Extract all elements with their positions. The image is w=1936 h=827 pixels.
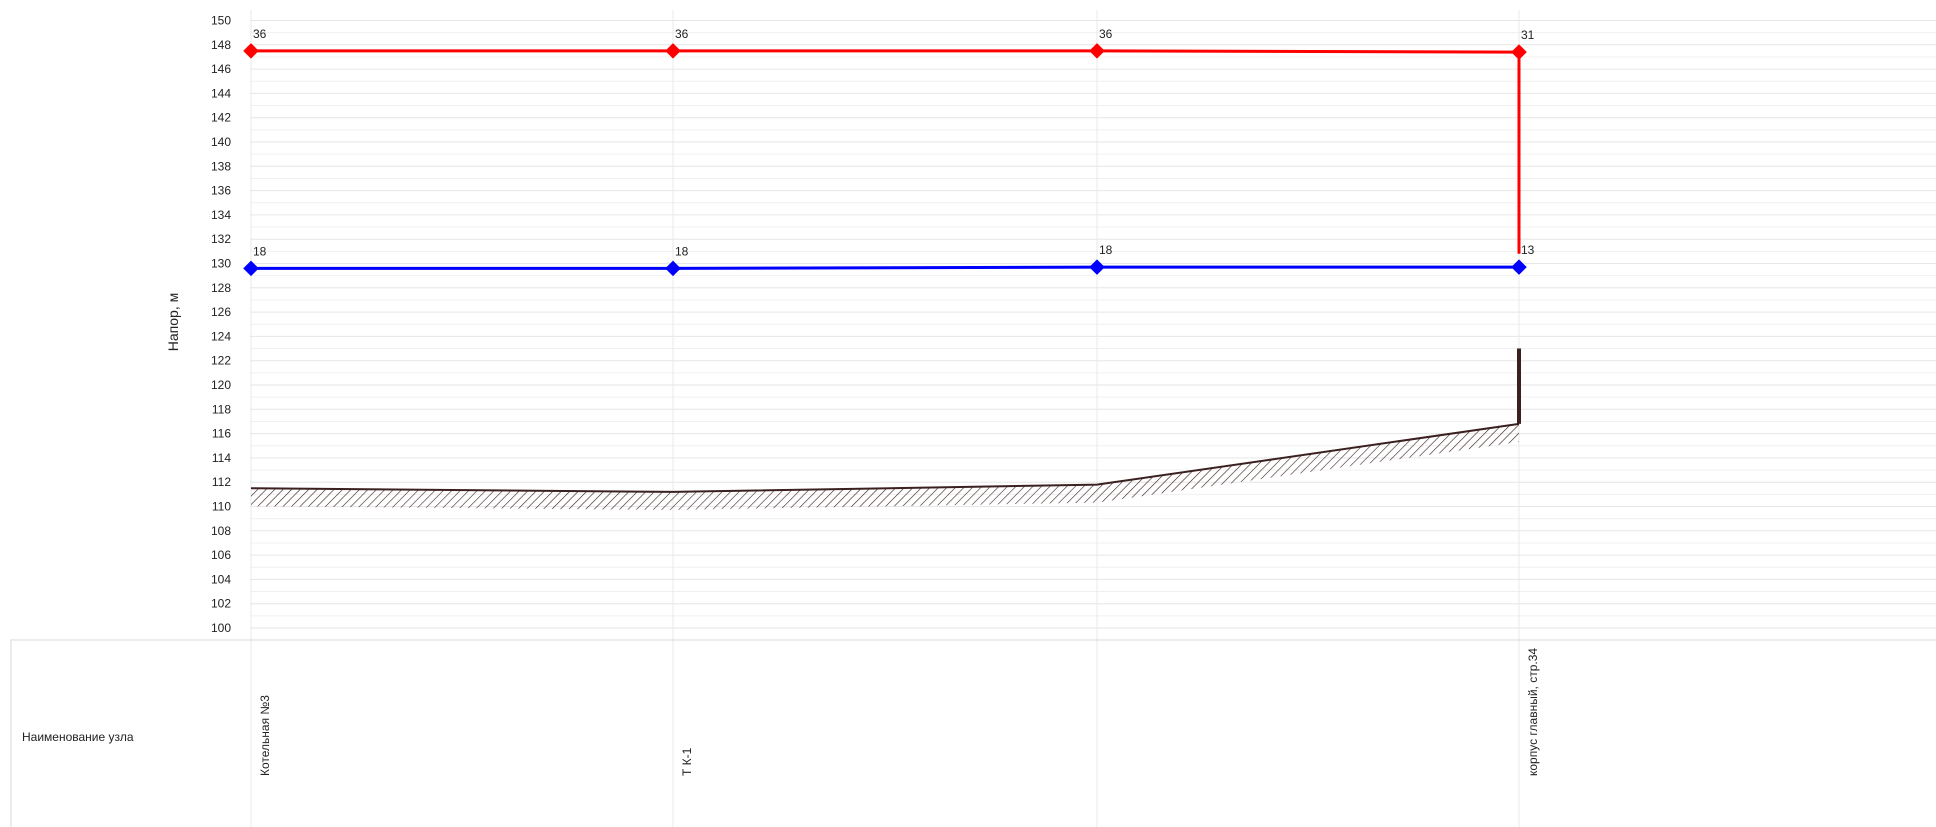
node-name: Котельная №3 [258,695,272,776]
y-tick-label: 112 [212,475,231,489]
y-tick-label: 108 [211,524,231,538]
supply-point-label: 31 [1521,28,1535,42]
y-tick-label: 110 [212,500,231,514]
return-marker [243,260,259,277]
y-tick-label: 118 [212,402,231,416]
return-line [251,265,1519,270]
supply-marker [1089,43,1105,59]
y-tick-label: 122 [211,354,231,368]
supply-marker [243,43,259,59]
y-tick-label: 134 [211,208,231,222]
y-axis-label: Напор, м [165,293,181,351]
y-tick-label: 136 [211,184,231,198]
return-point-label: 18 [1099,243,1113,257]
return-point-label: 13 [1521,243,1535,257]
y-tick-label: 114 [212,451,231,465]
supply-line [251,49,1520,54]
y-tick-label: 150 [211,14,231,28]
node-table: Наименование узла [10,639,1936,827]
grid [250,10,1936,827]
return-marker [665,260,681,277]
y-tick-label: 148 [211,38,231,52]
y-tick-label: 138 [211,159,231,173]
y-tick-label: 140 [211,135,231,149]
return-marker [1511,259,1527,275]
y-tick-label: 100 [211,621,231,635]
y-tick-label: 142 [211,111,231,125]
node-name: корпус главный, стр.34 [1526,648,1540,776]
y-tick-label: 144 [211,86,231,100]
supply-marker [665,43,681,59]
table-border [10,639,1936,827]
y-axis: 100 102 104 106 108 110 112 114 116 118 120 122 124 1… [211,14,231,636]
ground-line [250,422,1520,493]
y-tick-label: 120 [211,378,231,392]
y-tick-label: 102 [211,597,231,611]
node-labels: Котельная №3 Т К-1 корпус главный, стр.34 [258,648,1540,776]
y-tick-label: 146 [211,62,231,76]
y-tick-label: 130 [211,257,231,271]
y-tick-label: 132 [211,232,231,246]
supply-point-label: 36 [1099,27,1113,41]
y-tick-label: 124 [211,329,231,343]
y-tick-label: 128 [211,281,231,295]
supply-marker [1511,44,1527,60]
return-point-label: 18 [675,244,689,258]
y-tick-label: 126 [211,305,231,319]
return-marker [1089,259,1105,275]
ground-hatch [251,423,1519,510]
series-lines [251,49,1521,270]
y-tick-label: 116 [212,427,231,441]
return-point-label: 18 [253,244,267,258]
table-row-label: Наименование узла [22,730,134,744]
supply-point-label: 36 [675,27,689,41]
y-tick-label: 104 [211,572,231,586]
ground-profile [250,348,1521,510]
node-name: Т К-1 [680,747,694,776]
supply-point-label: 36 [253,27,267,41]
y-tick-label: 106 [211,548,231,562]
